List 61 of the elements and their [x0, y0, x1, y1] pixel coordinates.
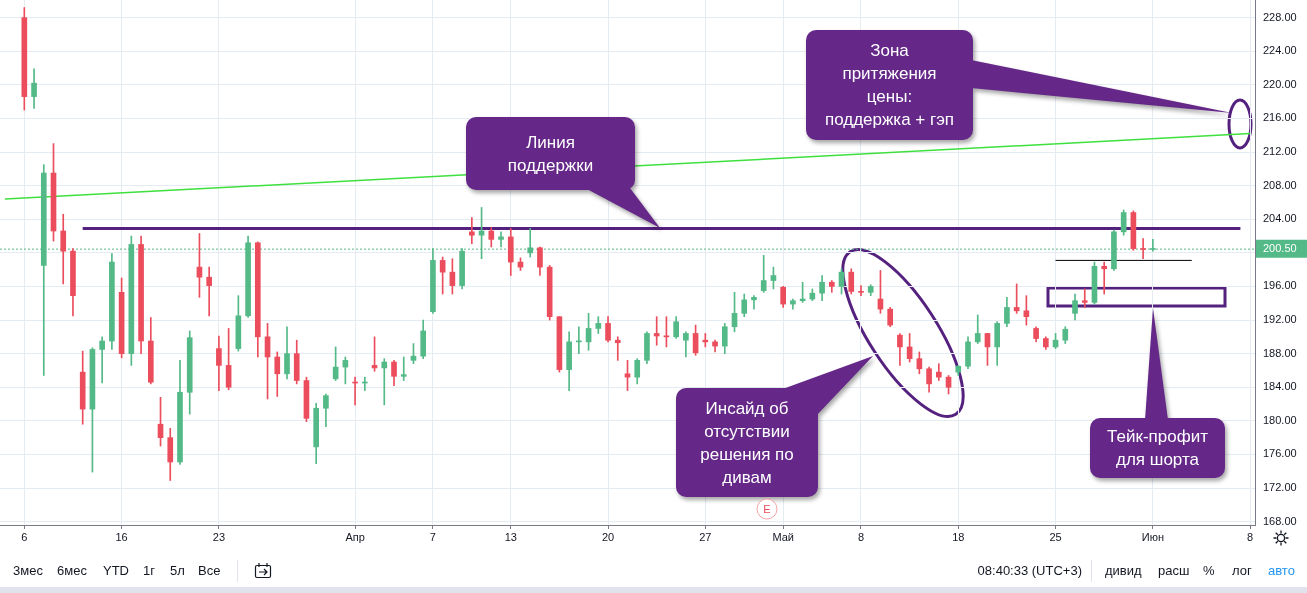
x-tick-label: Июн: [1141, 530, 1164, 543]
x-tick-label: 13: [504, 530, 517, 543]
text: %: [1203, 563, 1215, 579]
x-tick-label: 7: [429, 530, 436, 543]
candlestick: [1101, 261, 1108, 295]
y-tick-label: 180.00: [1263, 413, 1297, 426]
y-tick-label: 192.00: [1263, 313, 1297, 326]
y-tick-label: 172.00: [1263, 481, 1297, 494]
candlestick: [99, 336, 105, 384]
text: расш: [1158, 563, 1190, 579]
candlestick: [858, 285, 864, 297]
x-tick-label: 8: [857, 530, 865, 543]
x-tick-label: 18: [952, 530, 965, 543]
text: 3мес: [13, 563, 43, 579]
y-tick-label: 216.00: [1263, 111, 1297, 124]
x-tick-label: 16: [115, 530, 128, 543]
x-tick-label: Апр: [345, 530, 365, 543]
candlestick: [702, 333, 709, 348]
y-tick-label: 228.00: [1263, 10, 1297, 23]
candlestick: [751, 295, 757, 310]
text: дивид: [1105, 563, 1142, 579]
text: 5л: [170, 563, 185, 579]
annotation: Инсайд об отсутствии решения по дивам: [700, 397, 794, 489]
text: Все: [198, 563, 221, 579]
x-tick-label: 25: [1049, 530, 1062, 543]
y-tick-label: 224.00: [1263, 44, 1297, 57]
x-tick-label: Май: [772, 530, 794, 543]
candlestick: [1140, 238, 1146, 260]
annotation: E: [763, 503, 771, 515]
text: авто: [1268, 563, 1295, 579]
y-tick-label: 212.00: [1263, 145, 1297, 158]
text: 6мес: [57, 563, 87, 579]
annotation: Зона притяжения цены: поддержка + гэп: [824, 40, 955, 131]
text: лог: [1232, 563, 1252, 579]
y-tick-label: 208.00: [1263, 178, 1297, 191]
candlestick: [400, 356, 407, 381]
candlestick: [935, 363, 942, 381]
x-tick-label: 20: [601, 530, 615, 543]
candlestick: [614, 336, 621, 361]
y-tick-label: 176.00: [1263, 447, 1297, 460]
y-tick-label: 204.00: [1263, 212, 1297, 225]
candlestick: [381, 358, 388, 406]
annotation: Тейк-профит для шорта: [1107, 426, 1208, 471]
text: YTD: [103, 563, 129, 579]
y-tick-label: 168.00: [1263, 514, 1297, 527]
x-tick-label: 27: [699, 530, 712, 543]
candlestick: [469, 217, 475, 244]
text: 08:40:33 (UTC+3): [977, 563, 1082, 579]
x-tick-label: 23: [212, 530, 226, 543]
ref-line-label: 200.50: [1263, 242, 1297, 255]
text: 1г: [143, 563, 155, 579]
annotation: Линия поддержки: [507, 131, 594, 177]
x-tick-label: 6: [21, 530, 28, 543]
candlestick: [1081, 288, 1088, 308]
candlestick: [206, 266, 212, 317]
candlestick: [653, 316, 660, 346]
y-tick-label: 184.00: [1263, 380, 1297, 393]
x-tick-label: 8: [1247, 530, 1254, 543]
y-tick-label: 196.00: [1263, 279, 1297, 292]
y-tick-label: 220.00: [1263, 77, 1297, 90]
y-tick-label: 188.00: [1263, 346, 1297, 359]
